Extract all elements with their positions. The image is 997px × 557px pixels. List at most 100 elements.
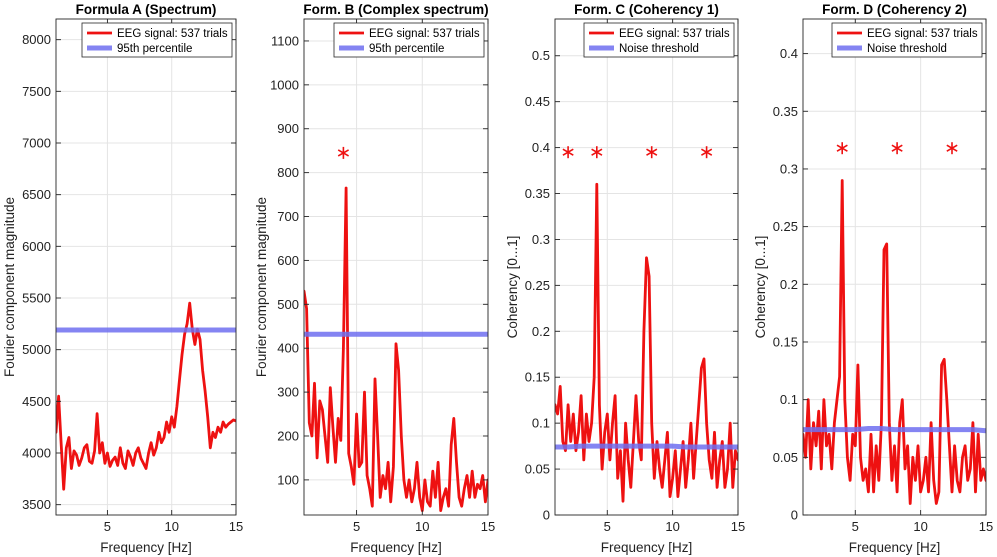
y-tick-label: 6000 [22, 239, 51, 254]
y-axis-label: Coherency [0...1] [505, 236, 520, 339]
panel-title: Form. B (Complex spectrum) [303, 2, 488, 17]
legend-label: EEG signal: 537 trials [369, 28, 480, 40]
y-tick-label: 4000 [22, 446, 51, 461]
x-tick-label: 10 [164, 519, 178, 534]
axes-box [554, 18, 739, 516]
y-tick-label: 300 [277, 385, 299, 400]
axes-box [802, 18, 987, 516]
series-group [304, 186, 488, 513]
threshold-line [803, 426, 986, 434]
y-tick-label: 0.25 [525, 278, 550, 293]
panel-title: Form. D (Coherency 2) [822, 2, 967, 17]
panel-2: 5 10 15 100 200 300 400 500 600 700 800 900 1000 1100… [254, 2, 495, 555]
y-tick-label: 0.05 [773, 450, 798, 465]
y-tick-label: 0 [543, 508, 550, 523]
y-tick-label: 0.5 [532, 48, 550, 63]
legend-label: EEG signal: 537 trials [867, 28, 978, 40]
y-tick-label: 0.35 [525, 186, 550, 201]
signal-line [803, 179, 986, 505]
x-tick-label: 5 [604, 519, 611, 534]
x-axis-label: Frequency [Hz] [601, 540, 693, 555]
y-tick-label: 7000 [22, 136, 51, 151]
x-axis-label: Frequency [Hz] [100, 540, 192, 555]
legend-label: Noise threshold [619, 43, 699, 55]
series-group [555, 182, 738, 503]
y-tick-label: 0.25 [773, 219, 798, 234]
signal-line [555, 182, 738, 503]
significance-marker [701, 146, 713, 159]
panel-title: Formula A (Spectrum) [76, 2, 217, 17]
y-axis-label: Fourier component magnitude [254, 197, 269, 377]
signal-line [56, 301, 236, 491]
legend: EEG signal: 537 trials 95th percentile [333, 22, 485, 58]
legend-box [333, 22, 485, 58]
significance-marker [562, 146, 574, 159]
y-tick-label: 0.45 [525, 94, 550, 109]
y-tick-label: 0.3 [780, 161, 798, 176]
y-tick-label: 0.15 [773, 334, 798, 349]
y-tick-label: 0.4 [532, 140, 550, 155]
axes-box [303, 18, 489, 516]
y-tick-label: 0.3 [532, 232, 550, 247]
plot-area [56, 19, 236, 515]
y-tick-label: 600 [277, 253, 299, 268]
legend-box [831, 22, 983, 58]
significance-marker [337, 146, 349, 159]
significance-marker [946, 142, 958, 155]
legend-label: Noise threshold [867, 43, 947, 55]
significance-marker [836, 142, 848, 155]
y-tick-label: 7500 [22, 84, 51, 99]
legend-label: 95th percentile [117, 43, 192, 55]
y-axis-label: Coherency [0...1] [753, 236, 768, 339]
y-tick-label: 500 [277, 297, 299, 312]
y-tick-label: 0.35 [773, 104, 798, 119]
x-axis-label: Frequency [Hz] [849, 540, 941, 555]
legend-box [583, 22, 735, 58]
x-axis-label: Frequency [Hz] [350, 540, 442, 555]
significance-marker [591, 146, 603, 159]
legend: EEG signal: 537 trials 95th percentile [81, 22, 233, 58]
y-tick-label: 400 [277, 341, 299, 356]
legend-box [81, 22, 233, 58]
y-tick-label: 3500 [22, 497, 51, 512]
x-tick-label: 15 [731, 519, 745, 534]
y-tick-label: 200 [277, 428, 299, 443]
x-tick-label: 5 [353, 519, 360, 534]
panel-3: 5 10 15 0 0.05 0.1 0.15 0.2 0.25 0.3 0.35 0.4 0.45 0.… [505, 2, 745, 555]
y-tick-label: 0.1 [532, 416, 550, 431]
y-tick-label: 4500 [22, 394, 51, 409]
y-tick-label: 100 [277, 472, 299, 487]
panel-4: 5 10 15 0 0.05 0.1 0.15 0.2 0.25 0.3 0.35 0.4 Form. … [753, 2, 993, 555]
x-tick-label: 5 [104, 519, 111, 534]
y-tick-label: 0.1 [780, 392, 798, 407]
legend-label: 95th percentile [369, 43, 444, 55]
series-group [56, 301, 236, 491]
axes-box [55, 18, 237, 516]
x-tick-label: 15 [979, 519, 993, 534]
x-tick-label: 10 [665, 519, 679, 534]
legend-label: EEG signal: 537 trials [117, 28, 228, 40]
legend: EEG signal: 537 trials Noise threshold [831, 22, 983, 58]
y-tick-label: 1100 [271, 33, 299, 48]
panel-1: 5 10 15 3500 4000 4500 5000 5500 6000 6500 7000 750… [2, 2, 243, 555]
y-tick-label: 1000 [270, 77, 299, 92]
y-tick-label: 8000 [22, 32, 51, 47]
y-tick-label: 800 [277, 165, 299, 180]
y-tick-label: 0.2 [780, 277, 798, 292]
signal-line [304, 186, 488, 513]
x-tick-label: 15 [481, 519, 495, 534]
y-axis-label: Fourier component magnitude [2, 197, 17, 377]
legend-label: EEG signal: 537 trials [619, 28, 730, 40]
series-group [803, 179, 986, 505]
significance-marker [891, 142, 903, 155]
y-tick-label: 0.2 [532, 324, 550, 339]
y-tick-label: 0.15 [525, 370, 550, 385]
y-tick-label: 700 [277, 209, 299, 224]
y-tick-label: 0 [791, 508, 798, 523]
significance-marker [646, 146, 658, 159]
x-tick-label: 5 [852, 519, 859, 534]
threshold-line [555, 443, 738, 450]
panel-title: Form. C (Coherency 1) [574, 2, 719, 17]
y-tick-label: 0.05 [525, 462, 550, 477]
